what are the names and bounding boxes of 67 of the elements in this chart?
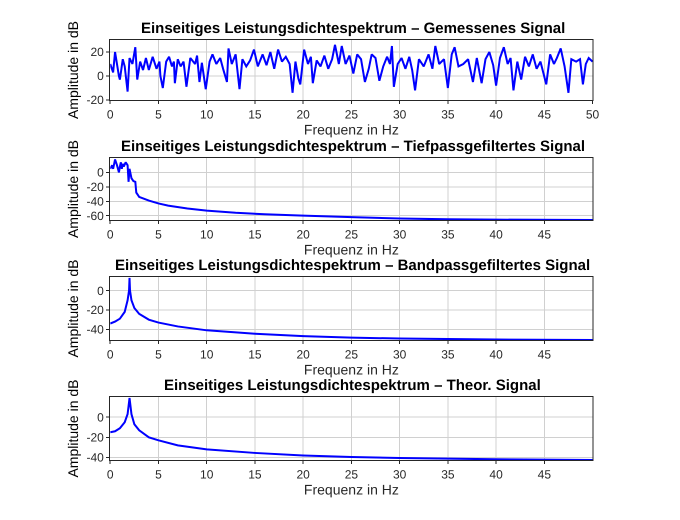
x-tick-label: 20 <box>296 347 310 362</box>
line-series <box>110 44 593 94</box>
y-tick-label: -20 <box>86 430 104 445</box>
y-tick-label: 0 <box>97 284 104 298</box>
x-tick-label: 25 <box>344 227 358 242</box>
x-tick-label: 10 <box>200 227 214 242</box>
x-tick-label: 25 <box>344 107 358 122</box>
y-tick-label: 20 <box>90 45 104 60</box>
chart-title: Einseitiges Leistungsdichtespektrum – Gemessenes Signal <box>141 20 566 37</box>
y-axis-title: Amplitude in dB <box>65 140 82 238</box>
x-tick-label: 25 <box>344 467 358 482</box>
x-tick-label: 50 <box>586 107 600 122</box>
y-tick-label: 0 <box>97 410 104 424</box>
x-tick-label: 45 <box>538 467 552 482</box>
y-tick-label: 0 <box>97 166 104 180</box>
y-axis-title: Amplitude in dB <box>65 379 82 478</box>
x-tick-label: 40 <box>489 107 504 122</box>
x-tick-label: 15 <box>248 107 262 122</box>
x-axis-title: Frequenz in Hz <box>304 481 399 498</box>
y-tick-label: -40 <box>86 322 104 337</box>
x-tick-label: 30 <box>392 107 407 122</box>
x-tick-label: 15 <box>248 467 262 482</box>
x-tick-label: 40 <box>489 467 504 482</box>
x-tick-label: 0 <box>106 107 114 122</box>
x-tick-label: 0 <box>106 467 114 482</box>
x-tick-label: 15 <box>248 347 262 362</box>
x-tick-label: 10 <box>200 107 214 122</box>
x-axis-title: Frequenz in Hz <box>304 361 399 378</box>
x-tick-label: 35 <box>441 227 455 242</box>
x-tick-label: 10 <box>200 347 214 362</box>
x-tick-label: 45 <box>538 227 552 242</box>
y-tick-label: -20 <box>86 303 104 318</box>
chart-title: Einseitiges Leistungsdichtespektrum – Theor. Signal <box>164 377 541 394</box>
x-tick-label: 0 <box>106 347 114 362</box>
y-axis-title: Amplitude in dB <box>65 20 82 120</box>
y-tick-label: -20 <box>86 93 104 108</box>
x-tick-label: 25 <box>344 347 358 362</box>
x-tick-label: 5 <box>155 467 162 482</box>
x-tick-label: 30 <box>392 227 407 242</box>
x-tick-label: 45 <box>538 107 552 122</box>
x-tick-label: 10 <box>200 467 214 482</box>
x-tick-label: 20 <box>296 227 310 242</box>
x-tick-label: 15 <box>248 227 262 242</box>
x-tick-label: 5 <box>155 107 162 122</box>
x-tick-label: 20 <box>296 107 310 122</box>
x-tick-label: 40 <box>489 227 504 242</box>
chart-title: Einseitiges Leistungsdichtespektrum – Tiefpassgefiltertes Signal <box>121 138 586 155</box>
chart-title: Einseitiges Leistungsdichtespektrum – Bandpassgefiltertes Signal <box>115 257 590 274</box>
x-tick-label: 45 <box>538 347 552 362</box>
x-tick-label: 20 <box>296 467 310 482</box>
x-tick-label: 5 <box>155 227 162 242</box>
x-tick-label: 35 <box>441 467 455 482</box>
x-tick-label: 30 <box>392 347 407 362</box>
x-tick-label: 35 <box>441 347 455 362</box>
y-axis-title: Amplitude in dB <box>65 259 82 358</box>
y-tick-label: -40 <box>86 194 104 208</box>
x-axis-title: Frequenz in Hz <box>304 121 399 138</box>
x-tick-label: 30 <box>392 467 407 482</box>
x-tick-label: 40 <box>489 347 504 362</box>
y-tick-label: -40 <box>86 450 104 465</box>
x-tick-label: 5 <box>155 347 162 362</box>
y-tick-label: -60 <box>86 208 104 223</box>
y-tick-label: -20 <box>86 180 104 194</box>
x-tick-label: 35 <box>441 107 455 122</box>
x-axis-title: Frequenz in Hz <box>304 241 399 258</box>
y-tick-label: 0 <box>97 69 104 84</box>
x-tick-label: 0 <box>106 227 114 242</box>
